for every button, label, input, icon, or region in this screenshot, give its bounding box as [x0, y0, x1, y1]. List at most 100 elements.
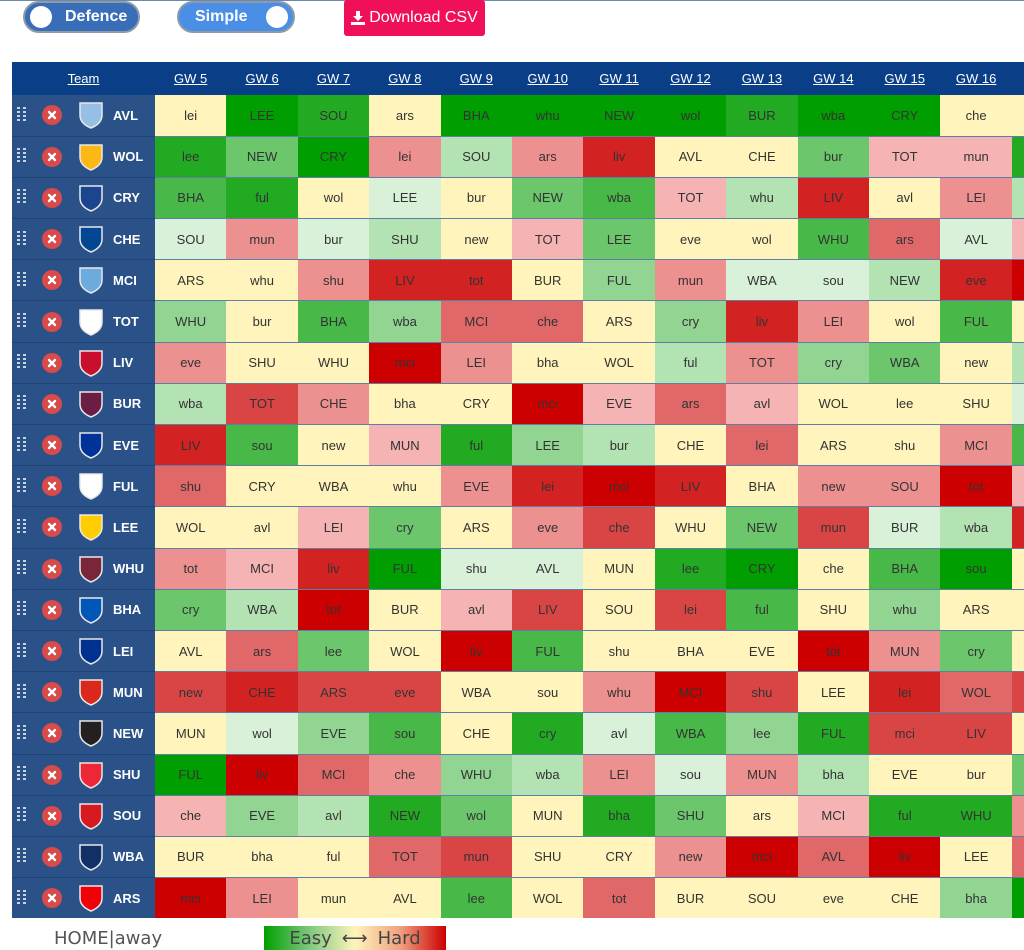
drag-handle-icon[interactable]: [17, 477, 26, 495]
drag-handle-icon[interactable]: [17, 560, 26, 577]
team-abbreviation: CHE: [113, 231, 141, 247]
fixture-cell: ars: [226, 630, 298, 673]
column-header-team[interactable]: Team: [12, 62, 155, 95]
remove-team-icon[interactable]: [42, 517, 62, 538]
drag-handle-icon[interactable]: [17, 724, 26, 742]
fixture-cell: WBA: [654, 712, 727, 755]
table-row: LEE WOL avl LEI cry ARS eve che WHU NEW mun BUR wba: [12, 506, 1024, 549]
sort-by-gameweek[interactable]: GW 11: [599, 71, 639, 86]
remove-team-icon[interactable]: [42, 764, 62, 785]
remove-team-icon[interactable]: [42, 311, 62, 332]
remove-team-icon[interactable]: [42, 599, 62, 620]
drag-handle-icon[interactable]: [17, 642, 26, 660]
remove-team-icon[interactable]: [42, 229, 62, 250]
sort-by-gameweek[interactable]: GW 15: [884, 71, 925, 86]
drag-handle-icon[interactable]: [17, 436, 26, 454]
column-header-gw[interactable]: GW 16: [940, 62, 1012, 95]
download-csv-button[interactable]: Download CSV: [344, 0, 485, 36]
fixture-cell: whu: [226, 259, 298, 302]
fixture-cell: MCI: [797, 795, 870, 837]
fixture-cell: LEE: [583, 218, 655, 261]
fixture-cell: new: [797, 465, 870, 508]
remove-team-icon[interactable]: [42, 352, 62, 373]
fixture-cell: che: [512, 300, 584, 343]
remove-team-icon[interactable]: [42, 888, 62, 909]
column-header-gw[interactable]: GW 7: [297, 62, 370, 95]
column-header-gw[interactable]: GW 8: [369, 62, 441, 95]
sort-by-gameweek[interactable]: GW 12: [670, 71, 711, 86]
fixture-cell: AVL: [369, 877, 441, 918]
remove-team-icon[interactable]: [42, 393, 62, 414]
sort-by-gameweek[interactable]: GW 16: [955, 71, 997, 86]
fixture-cell: ful: [297, 836, 370, 879]
fixture-cell: LEI: [226, 877, 298, 918]
drag-handle-icon[interactable]: [17, 518, 26, 536]
fixture-cell: AVL: [154, 630, 227, 673]
remove-team-icon[interactable]: [42, 641, 62, 662]
drag-handle-icon[interactable]: [17, 230, 26, 248]
table-row: CRY BHA ful wol LEE bur NEW wba TOT whu LIV avl LEI: [12, 177, 1024, 220]
column-header-gw[interactable]: GW 11: [583, 62, 655, 95]
drag-handle-icon[interactable]: [17, 766, 26, 783]
team-cell: WBA: [12, 836, 155, 879]
fixture-cell: MUN: [869, 630, 941, 673]
column-header-gw[interactable]: GW 13: [726, 62, 798, 95]
fixture-cell: CRY: [869, 95, 941, 137]
remove-team-icon[interactable]: [42, 187, 62, 208]
remove-team-icon[interactable]: [42, 105, 62, 126]
drag-handle-icon[interactable]: [17, 106, 26, 124]
team-abbreviation: WHU: [113, 561, 145, 577]
team-cell: TOT: [12, 300, 155, 343]
remove-team-icon[interactable]: [42, 270, 62, 291]
fixture-cell: wba: [369, 300, 441, 343]
legend-hard: Hard: [377, 927, 421, 949]
remove-team-icon[interactable]: [42, 846, 62, 867]
column-header-gw[interactable]: GW 5: [154, 62, 227, 95]
sort-by-team[interactable]: Team: [67, 71, 100, 86]
sort-by-gameweek[interactable]: GW 14: [813, 71, 854, 86]
drag-handle-icon[interactable]: [17, 395, 26, 412]
remove-team-icon[interactable]: [42, 146, 62, 167]
drag-handle-icon[interactable]: [17, 889, 26, 907]
sort-by-gameweek[interactable]: GW 7: [316, 71, 351, 86]
column-header-gw[interactable]: GW 15: [869, 62, 941, 95]
sort-by-gameweek[interactable]: GW 5: [174, 71, 208, 86]
fixture-cell-partial: [1011, 548, 1024, 590]
defence-toggle[interactable]: Defence: [23, 1, 140, 33]
drag-handle-icon[interactable]: [17, 354, 26, 371]
drag-handle-icon[interactable]: [17, 848, 26, 865]
sort-by-gameweek[interactable]: GW 8: [388, 71, 422, 86]
fixture-cell: cry: [512, 712, 584, 755]
drag-handle-icon[interactable]: [17, 148, 26, 165]
sort-by-gameweek[interactable]: GW 13: [741, 71, 783, 86]
fixture-cell: ars: [726, 795, 798, 837]
remove-team-icon[interactable]: [42, 805, 62, 826]
remove-team-icon[interactable]: [42, 723, 62, 744]
sort-by-gameweek[interactable]: GW 10: [527, 71, 568, 86]
table-row: WOL lee NEW CRY lei SOU ars liv AVL CHE bur TOT mun: [12, 136, 1024, 178]
sheffield-utd-crest-icon: [77, 761, 105, 789]
column-header-gw[interactable]: GW 14: [797, 62, 870, 95]
drag-handle-icon[interactable]: [17, 601, 26, 618]
home-away-legend: HOME|away: [54, 928, 163, 949]
column-header-gw[interactable]: GW 10: [512, 62, 584, 95]
drag-handle-icon[interactable]: [17, 683, 26, 701]
simple-toggle[interactable]: Simple: [177, 1, 295, 33]
fixture-cell: TOT: [869, 136, 941, 178]
remove-team-icon[interactable]: [42, 435, 62, 456]
column-header-gw[interactable]: GW 9: [440, 62, 512, 95]
remove-team-icon[interactable]: [42, 558, 62, 579]
remove-team-icon[interactable]: [42, 476, 62, 497]
column-header-gw[interactable]: GW 6: [226, 62, 298, 95]
sort-by-gameweek[interactable]: GW 9: [459, 71, 493, 86]
sort-by-gameweek[interactable]: GW 6: [245, 71, 279, 86]
fixture-cell: lee: [869, 383, 941, 426]
fixture-cell: WOL: [797, 383, 870, 426]
drag-handle-icon[interactable]: [17, 271, 26, 289]
remove-team-icon[interactable]: [42, 682, 62, 703]
column-header-gw[interactable]: GW 12: [654, 62, 727, 95]
drag-handle-icon[interactable]: [17, 807, 26, 824]
fixture-cell-partial: [1011, 383, 1024, 426]
drag-handle-icon[interactable]: [17, 189, 26, 206]
drag-handle-icon[interactable]: [17, 313, 26, 330]
